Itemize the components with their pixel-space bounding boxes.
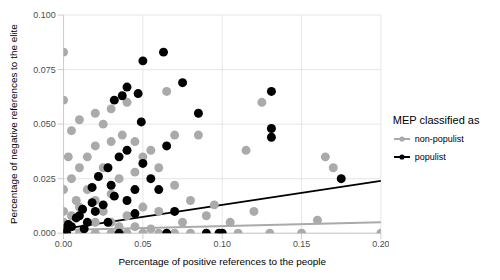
- svg-text:0.025: 0.025: [33, 174, 55, 184]
- svg-text:0.050: 0.050: [33, 119, 55, 129]
- svg-text:0.075: 0.075: [33, 65, 55, 75]
- svg-text:0.15: 0.15: [293, 239, 310, 249]
- html-text:non-populist: non-populist: [414, 134, 464, 144]
- svg-text:0.05: 0.05: [134, 239, 151, 249]
- svg-text:0.20: 0.20: [372, 239, 389, 249]
- html-text:MEP classified as: MEP classified as: [392, 114, 480, 126]
- svg-text:Percentage of negative referen: Percentage of negative references to the…: [8, 24, 19, 224]
- html-text:populist: populist: [414, 152, 446, 162]
- svg-text:Percentage of positive referen: Percentage of positive references to the…: [118, 256, 326, 267]
- svg-text:0.10: 0.10: [214, 239, 231, 249]
- svg-text:0.00: 0.00: [55, 239, 72, 249]
- svg-text:0.100: 0.100: [33, 10, 55, 20]
- svg-text:0.000: 0.000: [33, 228, 55, 238]
